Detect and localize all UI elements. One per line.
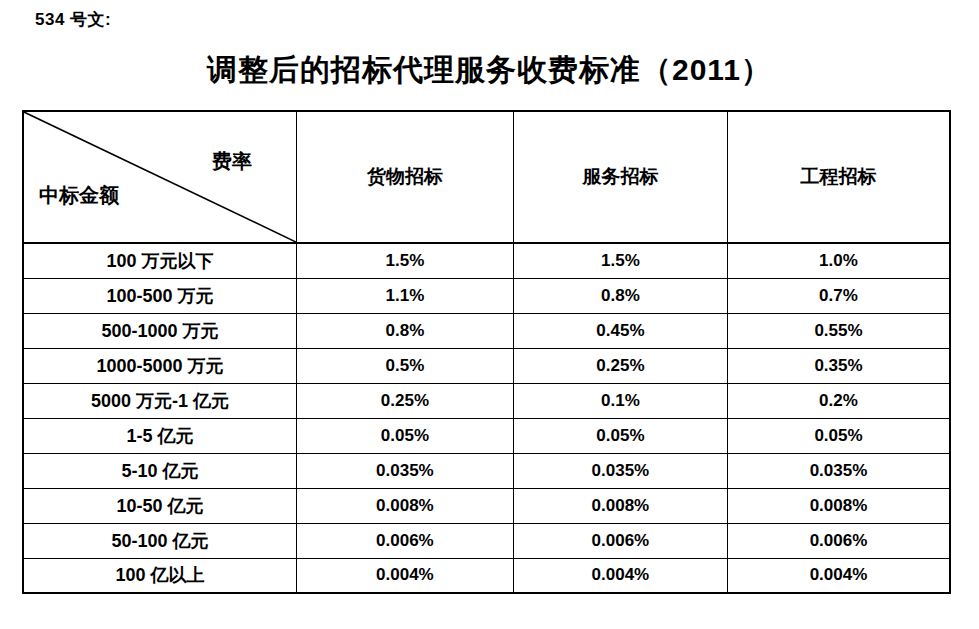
amount-range-cell: 50-100 亿元 (23, 523, 296, 558)
service-rate-cell: 0.45% (513, 313, 727, 348)
corner-rate-label: 费率 (212, 148, 252, 175)
goods-rate-cell: 0.035% (296, 453, 513, 488)
table-row: 100 万元以下 1.5% 1.5% 1.0% (23, 243, 950, 278)
amount-range-cell: 100 亿以上 (23, 558, 296, 593)
corner-header-cell: 费率 中标金额 (23, 111, 296, 243)
table-row: 10-50 亿元 0.008% 0.008% 0.008% (23, 488, 950, 523)
goods-rate-cell: 1.5% (296, 243, 513, 278)
engineering-rate-cell: 0.05% (727, 418, 950, 453)
goods-rate-cell: 0.008% (296, 488, 513, 523)
service-rate-cell: 0.004% (513, 558, 727, 593)
engineering-rate-cell: 0.35% (727, 348, 950, 383)
column-header-goods: 货物招标 (296, 111, 513, 243)
corner-amount-label: 中标金额 (39, 182, 119, 209)
service-rate-cell: 1.5% (513, 243, 727, 278)
page-title: 调整后的招标代理服务收费标准（2011） (0, 50, 979, 91)
amount-range-cell: 1000-5000 万元 (23, 348, 296, 383)
engineering-rate-cell: 0.008% (727, 488, 950, 523)
service-rate-cell: 0.05% (513, 418, 727, 453)
goods-rate-cell: 0.5% (296, 348, 513, 383)
engineering-rate-cell: 0.035% (727, 453, 950, 488)
table-row: 100-500 万元 1.1% 0.8% 0.7% (23, 278, 950, 313)
service-rate-cell: 0.008% (513, 488, 727, 523)
table-row: 50-100 亿元 0.006% 0.006% 0.006% (23, 523, 950, 558)
goods-rate-cell: 0.004% (296, 558, 513, 593)
fee-table-body: 100 万元以下 1.5% 1.5% 1.0% 100-500 万元 1.1% … (23, 243, 950, 593)
amount-range-cell: 10-50 亿元 (23, 488, 296, 523)
service-rate-cell: 0.8% (513, 278, 727, 313)
amount-range-cell: 1-5 亿元 (23, 418, 296, 453)
column-header-engineering: 工程招标 (727, 111, 950, 243)
table-row: 5-10 亿元 0.035% 0.035% 0.035% (23, 453, 950, 488)
service-rate-cell: 0.035% (513, 453, 727, 488)
engineering-rate-cell: 0.004% (727, 558, 950, 593)
amount-range-cell: 100 万元以下 (23, 243, 296, 278)
document-page: 534 号文: 调整后的招标代理服务收费标准（2011） 费率 中标金额 货物招… (0, 0, 979, 629)
goods-rate-cell: 1.1% (296, 278, 513, 313)
engineering-rate-cell: 0.55% (727, 313, 950, 348)
table-row: 5000 万元-1 亿元 0.25% 0.1% 0.2% (23, 383, 950, 418)
header-row: 费率 中标金额 货物招标 服务招标 工程招标 (23, 111, 950, 243)
goods-rate-cell: 0.006% (296, 523, 513, 558)
goods-rate-cell: 0.25% (296, 383, 513, 418)
engineering-rate-cell: 0.7% (727, 278, 950, 313)
table-row: 100 亿以上 0.004% 0.004% 0.004% (23, 558, 950, 593)
goods-rate-cell: 0.8% (296, 313, 513, 348)
amount-range-cell: 5-10 亿元 (23, 453, 296, 488)
service-rate-cell: 0.25% (513, 348, 727, 383)
engineering-rate-cell: 0.006% (727, 523, 950, 558)
service-rate-cell: 0.006% (513, 523, 727, 558)
amount-range-cell: 500-1000 万元 (23, 313, 296, 348)
table-row: 1-5 亿元 0.05% 0.05% 0.05% (23, 418, 950, 453)
column-header-service: 服务招标 (513, 111, 727, 243)
amount-range-cell: 5000 万元-1 亿元 (23, 383, 296, 418)
engineering-rate-cell: 0.2% (727, 383, 950, 418)
table-row: 1000-5000 万元 0.5% 0.25% 0.35% (23, 348, 950, 383)
diagonal-divider-line (24, 112, 296, 242)
table-row: 500-1000 万元 0.8% 0.45% 0.55% (23, 313, 950, 348)
fee-rate-table: 费率 中标金额 货物招标 服务招标 工程招标 100 万元以下 1.5% 1.5… (22, 110, 951, 594)
engineering-rate-cell: 1.0% (727, 243, 950, 278)
doc-number-label: 534 号文: (35, 8, 111, 31)
amount-range-cell: 100-500 万元 (23, 278, 296, 313)
service-rate-cell: 0.1% (513, 383, 727, 418)
goods-rate-cell: 0.05% (296, 418, 513, 453)
fee-table-header: 费率 中标金额 货物招标 服务招标 工程招标 (23, 111, 950, 243)
